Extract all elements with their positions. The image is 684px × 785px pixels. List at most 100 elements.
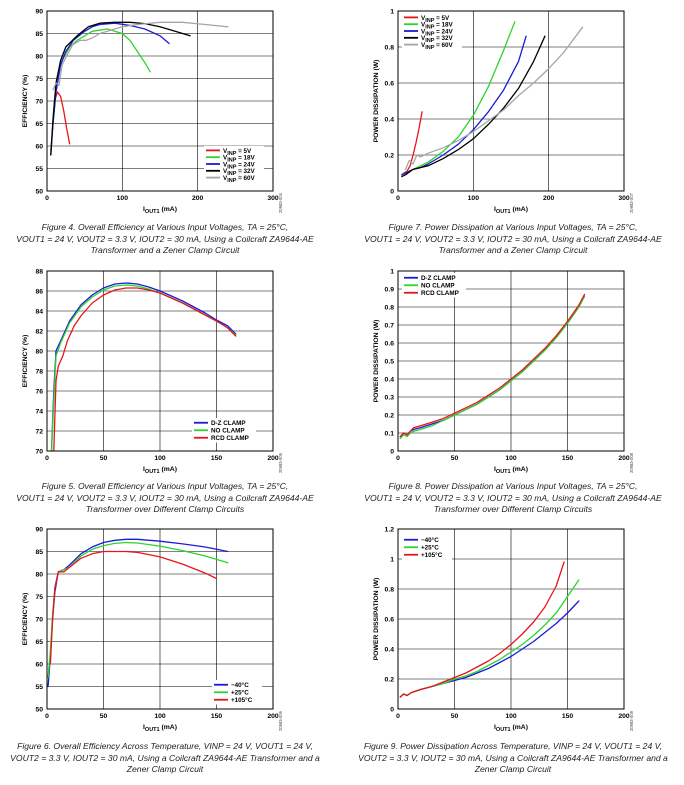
legend-label: −40°C (421, 536, 439, 544)
x-tick-label: 0 (45, 455, 49, 462)
plot-frame (397, 270, 625, 452)
x-tick-label: 50 (451, 455, 459, 462)
y-tick-label: 60 (35, 662, 43, 669)
caption-line: Transformer and a Zener Clamp Circuit (90, 245, 240, 255)
legend-label: +25°C (421, 544, 439, 552)
y-tick-label: 55 (35, 166, 43, 173)
series-line (404, 26, 584, 171)
series-line (399, 293, 586, 438)
legend-label: VINP = 18V (223, 155, 256, 164)
y-tick-label: 0.2 (385, 153, 395, 160)
x-tick-label: 200 (618, 713, 630, 720)
y-tick-label: 80 (35, 54, 43, 61)
x-tick-label: 100 (505, 455, 517, 462)
series-line (50, 22, 170, 156)
y-tick-label: 0 (390, 189, 394, 196)
y-tick-label: 70 (35, 449, 43, 456)
legend-label: VINP = 18V (421, 22, 454, 31)
x-tick-label: 150 (211, 455, 223, 462)
y-tick-label: 86 (35, 289, 43, 296)
x-tick-label: 0 (45, 195, 49, 202)
legend-label: VINP = 32V (421, 35, 454, 44)
x-tick-label: 0 (396, 195, 400, 202)
y-axis-label: POWER DISSIPATION (W) (373, 578, 380, 661)
caption-line: VOUT1 = 24 V, VOUT2 = 3.3 V, IOUT2 = 30 … (364, 492, 662, 503)
y-tick-label: 85 (35, 549, 43, 556)
y-tick-label: 76 (35, 389, 43, 396)
y-axis-label: EFFICIENCY (%) (22, 593, 29, 646)
y-tick-label: 80 (35, 572, 43, 579)
y-tick-label: 70 (35, 617, 43, 624)
y-tick-label: 82 (35, 329, 43, 336)
y-tick-label: 72 (35, 429, 43, 436)
y-tick-label: 1 (390, 9, 394, 16)
plot-frame (397, 528, 625, 710)
x-tick-label: 100 (505, 713, 517, 720)
caption-fig5: Figure 5. Overall Efficiency at Various … (4, 481, 326, 516)
legend: −40°C+25°C+105°C (212, 680, 262, 705)
y-tick-label: 80 (35, 349, 43, 356)
caption-line: VOUT1 = 24 V, VOUT2 = 3.3 V, IOUT2 = 30 … (364, 233, 662, 244)
figure-code: 20983-007 (629, 192, 634, 213)
y-tick-label: 1 (390, 557, 394, 564)
caption-line: Zener Clamp Circuit (126, 764, 204, 774)
y-tick-label: 75 (35, 594, 43, 601)
series-line (399, 579, 580, 698)
legend-label: RCD CLAMP (211, 435, 249, 442)
y-tick-label: 0.8 (385, 587, 395, 594)
y-tick-label: 88 (35, 269, 43, 276)
legend-label: VINP = 24V (421, 28, 454, 37)
x-tick-label: 100 (154, 713, 166, 720)
caption-line: Figure 8. Power Dissipation at Various I… (388, 481, 638, 491)
legend-label: +25°C (231, 689, 249, 697)
x-tick-label: 100 (117, 195, 129, 202)
y-tick-label: 0 (390, 449, 394, 456)
figure-code: 20983-004 (278, 192, 283, 213)
x-tick-label: 200 (618, 455, 630, 462)
x-tick-label: 0 (396, 713, 400, 720)
legend-label: +105°C (231, 696, 253, 704)
x-tick-label: 150 (562, 713, 574, 720)
y-tick-label: 50 (35, 707, 43, 714)
caption-line: VOUT2 = 3.3 V, IOUT2 = 30 mA, Using a Co… (358, 752, 668, 763)
y-tick-label: 0.8 (385, 45, 395, 52)
x-axis-label: IOUT1 (mA) (143, 206, 177, 215)
chart-2: 0 0.2 0.4 0.6 0.8 1 0 100 200 300 IOUT1 (mA) POWER … (373, 9, 634, 216)
caption-line: Figure 7. Power Dissipation at Various I… (388, 222, 638, 232)
y-tick-label: 70 (35, 99, 43, 106)
caption-fig6: Figure 6. Overall Efficiency Across Temp… (4, 741, 326, 776)
caption-fig4: Figure 4. Overall Efficiency at Various … (4, 222, 326, 257)
y-tick-label: 0.2 (385, 677, 395, 684)
x-tick-label: 200 (267, 713, 279, 720)
y-tick-label: 0.7 (385, 323, 395, 330)
x-tick-label: 0 (396, 455, 400, 462)
y-tick-label: 0.8 (385, 305, 395, 312)
chart-6: 0 0.2 0.4 0.6 0.8 1 1.2 0 50 100 150 200 IOUT1 (mA) P… (373, 527, 634, 734)
figure-code: 20983-006 (278, 710, 283, 731)
x-tick-label: 300 (267, 195, 279, 202)
series-line (401, 111, 423, 176)
caption-line: VOUT2 = 3.3 V, IOUT2 = 30 mA, Using a Co… (10, 752, 320, 763)
y-tick-label: 74 (35, 409, 43, 416)
caption-fig7: Figure 7. Power Dissipation at Various I… (346, 222, 680, 257)
y-tick-label: 0.5 (385, 359, 395, 366)
series-line (399, 295, 586, 440)
series-line (49, 550, 218, 665)
x-axis-label: IOUT1 (mA) (143, 724, 177, 733)
legend: −40°C+25°C+105°C (402, 535, 452, 560)
x-tick-label: 150 (562, 455, 574, 462)
y-tick-label: 90 (35, 9, 43, 16)
legend-label: VINP = 60V (421, 42, 454, 51)
caption-line: Figure 4. Overall Efficiency at Various … (41, 222, 289, 232)
x-tick-label: 200 (267, 455, 279, 462)
legend-label: VINP = 60V (223, 175, 256, 184)
legend-label: D-Z CLAMP (421, 275, 456, 282)
figure-code: 20983-008 (629, 452, 634, 473)
chart-3: 70 72 74 76 78 80 82 84 86 88 0 50 100 150 200 IOUT1 (m… (22, 269, 283, 476)
chart-1: 50 55 60 65 70 75 80 85 90 0 100 200 300 IOUT1 (mA) EF… (22, 9, 283, 216)
